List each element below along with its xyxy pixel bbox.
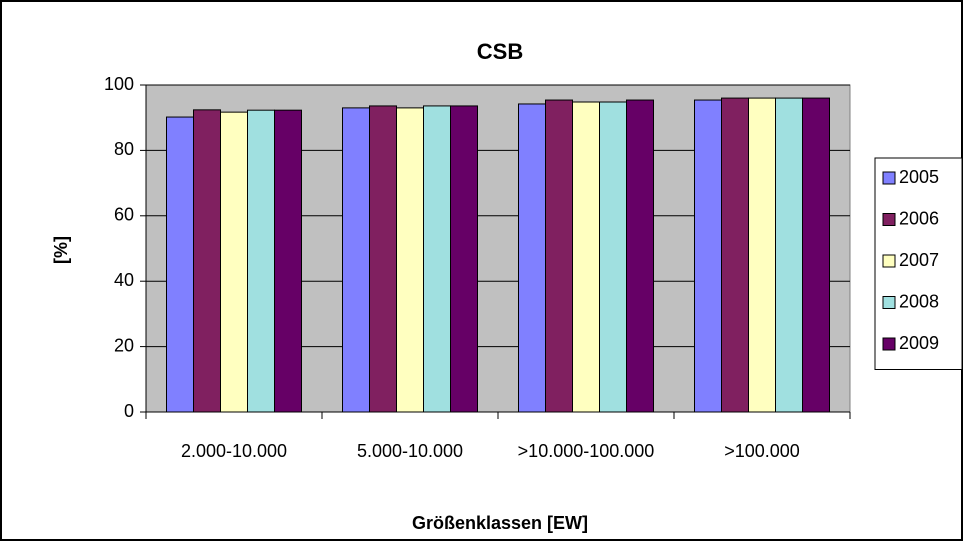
y-tick-label: 20	[114, 335, 134, 355]
bar	[274, 109, 302, 413]
y-tick-label: 40	[114, 270, 134, 290]
bar	[775, 97, 803, 413]
bar	[423, 105, 451, 413]
bar	[396, 107, 424, 413]
legend-swatch	[882, 254, 896, 268]
x-tick-label: >10.000-100.000	[518, 441, 655, 461]
bar	[450, 105, 478, 413]
bar	[626, 99, 654, 413]
legend-label: 2006	[899, 208, 939, 228]
legend-label: 2007	[899, 250, 939, 270]
bar	[369, 105, 397, 413]
bar	[721, 97, 749, 413]
y-tick-label: 0	[124, 401, 134, 421]
bar	[247, 109, 275, 413]
legend-swatch	[882, 171, 896, 185]
bar	[572, 101, 600, 413]
bar	[802, 97, 830, 413]
y-axis-label: [%]	[51, 236, 71, 264]
legend-swatch	[882, 337, 896, 351]
y-tick-label: 60	[114, 205, 134, 225]
bar	[342, 107, 370, 413]
chart-title: CSB	[477, 39, 523, 64]
legend-label: 2009	[899, 333, 939, 353]
x-tick-label: >100.000	[724, 441, 800, 461]
bar	[518, 103, 546, 413]
bar	[166, 116, 194, 413]
bar	[220, 111, 248, 413]
legend-swatch	[882, 296, 896, 309]
x-axis-label: Größenklassen [EW]	[412, 513, 588, 533]
legend-swatch	[882, 213, 896, 226]
legend-label: 2008	[899, 291, 939, 311]
x-tick-label: 5.000-10.000	[357, 441, 463, 461]
bar	[694, 99, 722, 413]
bar	[193, 109, 221, 413]
y-tick-label: 80	[114, 139, 134, 159]
x-tick-label: 2.000-10.000	[181, 441, 287, 461]
legend-label: 2005	[899, 167, 939, 187]
bar	[545, 99, 573, 413]
bar	[748, 97, 776, 413]
bar	[599, 101, 627, 413]
y-tick-label: 100	[104, 74, 134, 94]
